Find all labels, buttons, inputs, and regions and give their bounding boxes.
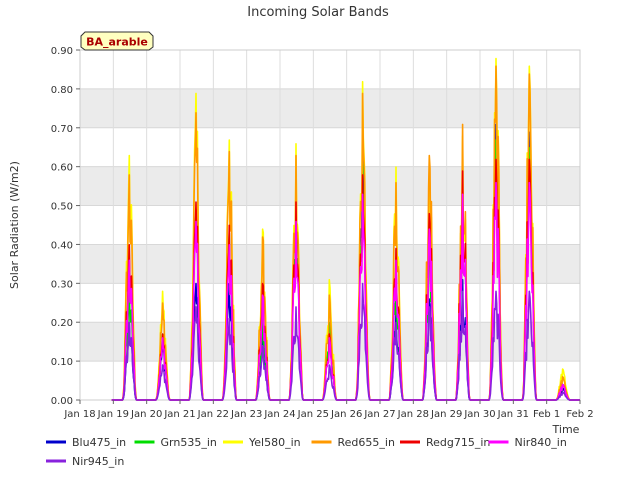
y-tick-label: 0.20 (51, 318, 73, 329)
y-tick-label: 0.10 (51, 357, 73, 368)
legend-item-nir840-in: Nir840_in (488, 436, 567, 449)
x-tick-label: Jan 21 (163, 409, 195, 420)
y-axis-label: Solar Radiation (W/m2) (8, 161, 21, 289)
legend-label: Red655_in (338, 436, 395, 449)
axis-layer: 0.00 0.10 0.20 0.30 0.40 0.50 0.60 0.70 0.80 0.90… (51, 46, 594, 420)
x-tick-label: Jan 26 (330, 409, 362, 420)
x-tick-label: Jan 20 (130, 409, 162, 420)
y-tick-label: 0.50 (51, 202, 73, 213)
x-tick-label: Jan 31 (497, 409, 529, 420)
x-tick-label: Jan 28 (397, 409, 429, 420)
x-tick-label: Jan 18 (63, 409, 95, 420)
x-tick-label: Jan 23 (230, 409, 262, 420)
x-tick-label: Jan 25 (297, 409, 329, 420)
grid-band (80, 166, 580, 206)
x-tick-label: Jan 29 (430, 409, 462, 420)
x-tick-label: Feb 2 (566, 409, 593, 420)
legend-label: Nir945_in (72, 455, 124, 468)
chart-title: Incoming Solar Bands (247, 5, 389, 20)
legend: Blu475_in Grn535_in Yel580_in Red655_in Redg… (46, 436, 567, 468)
x-tick-label: Jan 22 (197, 409, 229, 420)
legend-item-red655-in: Red655_in (311, 436, 395, 449)
y-tick-label: 0.80 (51, 85, 73, 96)
x-tick-label: Jan 30 (463, 409, 495, 420)
x-axis-label: Time (552, 423, 580, 436)
x-tick-label: Jan 19 (97, 409, 129, 420)
site-label-box: BA_arable (80, 31, 154, 51)
legend-item-nir945-in: Nir945_in (46, 455, 124, 468)
y-tick-label: 0.70 (51, 124, 73, 135)
legend-label: Grn535_in (161, 436, 217, 449)
plot-border (79, 49, 581, 401)
legend-item-grn535-in: Grn535_in (134, 436, 217, 449)
x-tick-label: Jan 24 (263, 409, 295, 420)
plot-frame (79, 49, 581, 401)
grid-band (80, 88, 580, 128)
x-tick-label: Feb 1 (533, 409, 560, 420)
y-tick-label: 0.90 (51, 46, 73, 57)
site-label-text: BA_arable (86, 36, 148, 49)
legend-item-yel580-in: Yel580_in (223, 436, 301, 449)
y-tick-label: 0.00 (51, 396, 73, 407)
legend-item-redg715-in: Redg715_in (400, 436, 490, 449)
legend-label: Blu475_in (72, 436, 126, 449)
grid-band (80, 244, 580, 284)
y-tick-label: 0.40 (51, 240, 73, 251)
legend-label: Redg715_in (426, 436, 490, 449)
legend-item-blu475-in: Blu475_in (46, 436, 126, 449)
x-tick-label: Jan 27 (363, 409, 395, 420)
series-line-nir840-in (111, 181, 581, 401)
y-tick-label: 0.30 (51, 279, 73, 290)
legend-label: Nir840_in (515, 436, 567, 449)
legend-label: Yel580_in (248, 436, 301, 449)
site-label-background (80, 31, 154, 51)
y-tick-label: 0.60 (51, 163, 73, 174)
